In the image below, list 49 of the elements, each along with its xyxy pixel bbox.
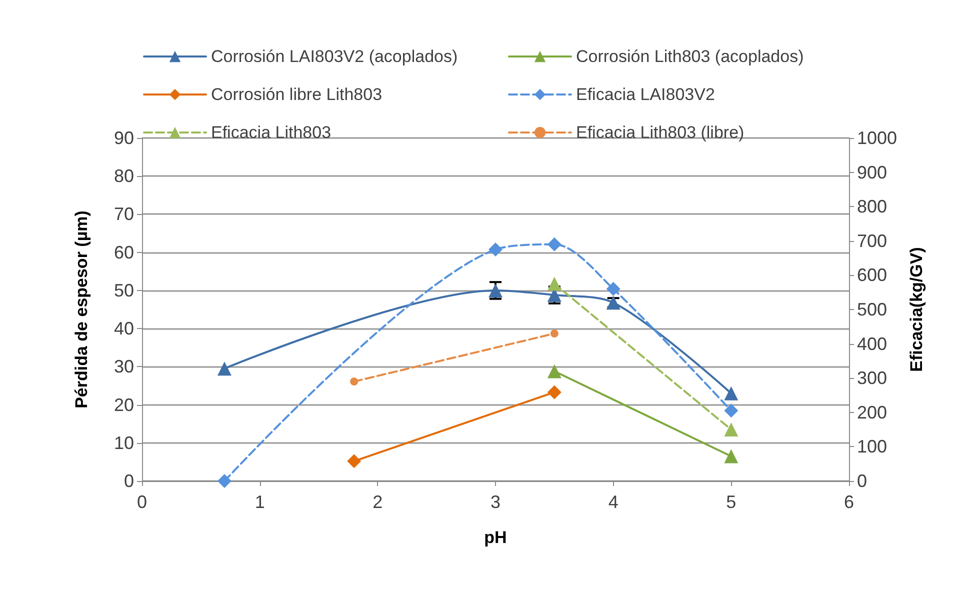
point — [217, 362, 232, 376]
legend-label: Corrosión libre Lith803 — [211, 85, 382, 104]
x-tick-label: 3 — [490, 492, 501, 512]
y2-tick-label: 200 — [857, 402, 888, 422]
legend-label: Corrosión LAI803V2 (acoplados) — [211, 47, 458, 66]
y2-tick-label: 600 — [857, 265, 888, 286]
y2-tick-label: 400 — [857, 334, 888, 354]
x-tick-label: 4 — [608, 492, 618, 512]
y2-tick-label: 300 — [857, 368, 888, 388]
y2-tick-label: 900 — [857, 162, 888, 182]
point — [217, 474, 232, 488]
legend-label: Eficacia LAI803V2 — [576, 85, 715, 104]
x-tick-label: 6 — [844, 492, 854, 512]
y-tick-label: 20 — [114, 394, 134, 415]
point — [488, 242, 502, 256]
x-tick-label: 0 — [136, 492, 148, 512]
legend-label: Eficacia Lith803 (libre) — [576, 123, 744, 142]
point — [547, 385, 562, 400]
point — [347, 454, 362, 468]
y-axis-title: Pérdida de espesor (µm) — [72, 210, 91, 408]
x-tick-label: 1 — [254, 492, 265, 512]
y-tick-label: 90 — [114, 128, 134, 148]
y-tick-label: 30 — [114, 356, 134, 377]
point — [350, 378, 358, 386]
point — [547, 237, 562, 252]
y-tick-label: 70 — [114, 204, 134, 224]
x-tick-label: 5 — [726, 492, 736, 512]
x-axis-title: pH — [484, 528, 507, 547]
x-tick-label: 2 — [372, 492, 383, 512]
point — [488, 283, 502, 298]
y-tick-label: 50 — [114, 280, 134, 300]
point — [550, 330, 558, 338]
y2-tick-label: 700 — [857, 230, 888, 251]
y2-axis-title: Eficacia(kg/GV) — [906, 247, 926, 372]
y-tick-label: 10 — [114, 432, 134, 453]
legend-label: Eficacia Lith803 — [211, 123, 332, 142]
y2-tick-label: 1000 — [857, 128, 898, 148]
y-tick-label: 0 — [124, 471, 134, 491]
point — [724, 404, 738, 418]
y2-tick-label: 100 — [857, 436, 888, 457]
point — [606, 282, 620, 296]
point — [724, 386, 738, 400]
y-tick-label: 60 — [114, 242, 134, 262]
y2-tick-label: 800 — [857, 196, 888, 217]
y2-tick-label: 500 — [857, 300, 888, 320]
legend-label: Corrosión Lith803 (acoplados) — [576, 47, 804, 66]
y-tick-label: 40 — [114, 318, 134, 339]
y2-tick-label: 0 — [857, 471, 868, 491]
y-tick-label: 80 — [114, 166, 134, 186]
